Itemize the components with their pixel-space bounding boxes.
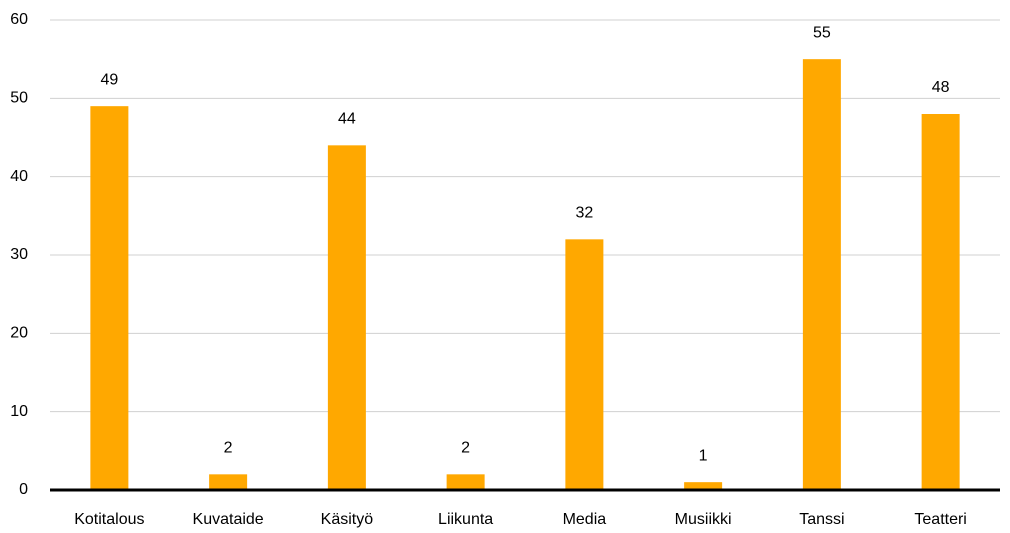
bar <box>565 239 604 490</box>
y-tick-label: 10 <box>10 403 28 420</box>
data-label: 44 <box>338 111 356 128</box>
y-tick-label: 20 <box>10 325 28 342</box>
bar <box>802 59 841 491</box>
x-tick-label: Käsityö <box>321 511 374 528</box>
data-label: 2 <box>224 440 233 457</box>
x-tick-label: Teatteri <box>914 511 966 528</box>
data-label: 48 <box>932 79 950 96</box>
x-tick-label: Tanssi <box>799 511 844 528</box>
x-tick-label: Kuvataide <box>193 511 264 528</box>
x-tick-label: Media <box>563 511 607 528</box>
x-tick-label: Musiikki <box>675 511 732 528</box>
y-tick-label: 40 <box>10 168 28 185</box>
bar <box>209 474 248 490</box>
data-label: 55 <box>813 24 831 41</box>
x-tick-label: Liikunta <box>438 511 493 528</box>
y-tick-label: 0 <box>19 481 28 498</box>
data-label: 2 <box>461 440 470 457</box>
y-tick-label: 60 <box>10 11 28 28</box>
bar <box>90 106 129 491</box>
bar <box>921 114 960 490</box>
bar <box>327 145 366 491</box>
bar <box>684 482 723 490</box>
x-tick-label: Kotitalous <box>74 511 144 528</box>
data-label: 32 <box>575 205 593 222</box>
data-label: 49 <box>100 71 118 88</box>
y-tick-label: 50 <box>10 90 28 107</box>
y-tick-label: 30 <box>10 246 28 263</box>
data-label: 1 <box>699 447 708 464</box>
bar <box>446 474 485 490</box>
